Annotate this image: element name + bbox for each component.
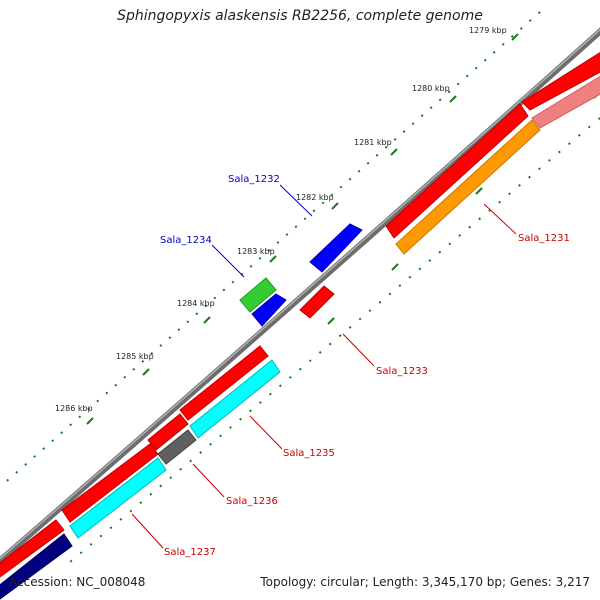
gene-arrow-sala-1236 — [61, 443, 159, 523]
genome-summary-text: Topology: circular; Length: 3,345,170 bp… — [260, 575, 590, 589]
gene-arrow-forward — [0, 519, 65, 578]
major-tick — [449, 95, 457, 103]
inner-tick-guide — [69, 117, 600, 563]
connector-sala-1237 — [131, 513, 164, 549]
gene-features — [0, 51, 600, 600]
major-tick — [203, 316, 211, 324]
connector-sala-1231 — [483, 203, 517, 235]
gene-arrow-sala-1235 — [179, 345, 269, 421]
gene-label-sala-1234[interactable]: Sala_1234 — [160, 235, 212, 246]
major-tick — [142, 368, 150, 376]
kbp-label: 1279 kbp — [469, 26, 507, 35]
gene-label-sala-1232[interactable]: Sala_1232 — [228, 174, 280, 185]
pink-feature — [531, 75, 600, 129]
kbp-label: 1283 kbp — [237, 247, 275, 256]
trna-sala-1234 — [239, 277, 277, 313]
kbp-label: 1286 kbp — [55, 404, 93, 413]
major-tick — [331, 202, 339, 210]
gene-label-sala-1231[interactable]: Sala_1231 — [518, 233, 570, 244]
kbp-label: 1280 kbp — [412, 84, 450, 93]
connector-sala-1234 — [211, 244, 245, 278]
kbp-label: 1285 kbp — [116, 352, 154, 361]
gene-arrow-forward — [147, 413, 189, 451]
major-tick — [390, 148, 398, 156]
major-tick — [327, 317, 335, 325]
gene-arrow-sala-1231 — [385, 103, 529, 239]
pseudo-gray-feature — [157, 429, 197, 465]
major-tick — [86, 417, 94, 425]
accession-text: Accession: NC_008048 — [9, 575, 146, 589]
major-tick — [391, 263, 399, 271]
connector-sala-1232 — [279, 184, 313, 217]
gene-arrow-reverse — [251, 293, 287, 327]
genome-backbone — [0, 27, 600, 565]
gene-arrow-forward — [521, 51, 600, 111]
map-title: Sphingopyxis alaskensis RB2256, complete… — [117, 8, 483, 24]
cyan-feature — [69, 457, 167, 539]
label-connectors — [131, 184, 517, 549]
orange-feature — [395, 119, 541, 255]
connector-sala-1233 — [342, 333, 375, 367]
major-tick — [511, 33, 519, 41]
major-tick — [269, 255, 277, 263]
connector-sala-1236 — [192, 463, 225, 498]
gene-arrow-sala-1232 — [309, 223, 363, 273]
backbone-highlight — [0, 28, 600, 560]
kbp-label: 1282 kbp — [296, 193, 334, 202]
gene-label-sala-1235[interactable]: Sala_1235 — [283, 448, 335, 459]
gene-arrow-sala-1233 — [299, 285, 335, 319]
kbp-label: 1284 kbp — [177, 299, 215, 308]
connector-sala-1235 — [249, 415, 283, 450]
cyan-feature — [189, 359, 281, 439]
gene-label-sala-1233[interactable]: Sala_1233 — [376, 366, 428, 377]
gene-labels: Sala_1231 Sala_1232 Sala_1233 Sala_1234 … — [160, 174, 570, 558]
major-tick — [475, 187, 483, 195]
gene-label-sala-1236[interactable]: Sala_1236 — [226, 496, 278, 507]
gene-label-sala-1237[interactable]: Sala_1237 — [164, 547, 216, 558]
kbp-labels: 1279 kbp 1280 kbp 1281 kbp 1282 kbp 1283… — [55, 26, 507, 413]
navy-feature — [0, 533, 73, 600]
backbone-line — [0, 27, 600, 565]
kbp-label: 1281 kbp — [354, 138, 392, 147]
